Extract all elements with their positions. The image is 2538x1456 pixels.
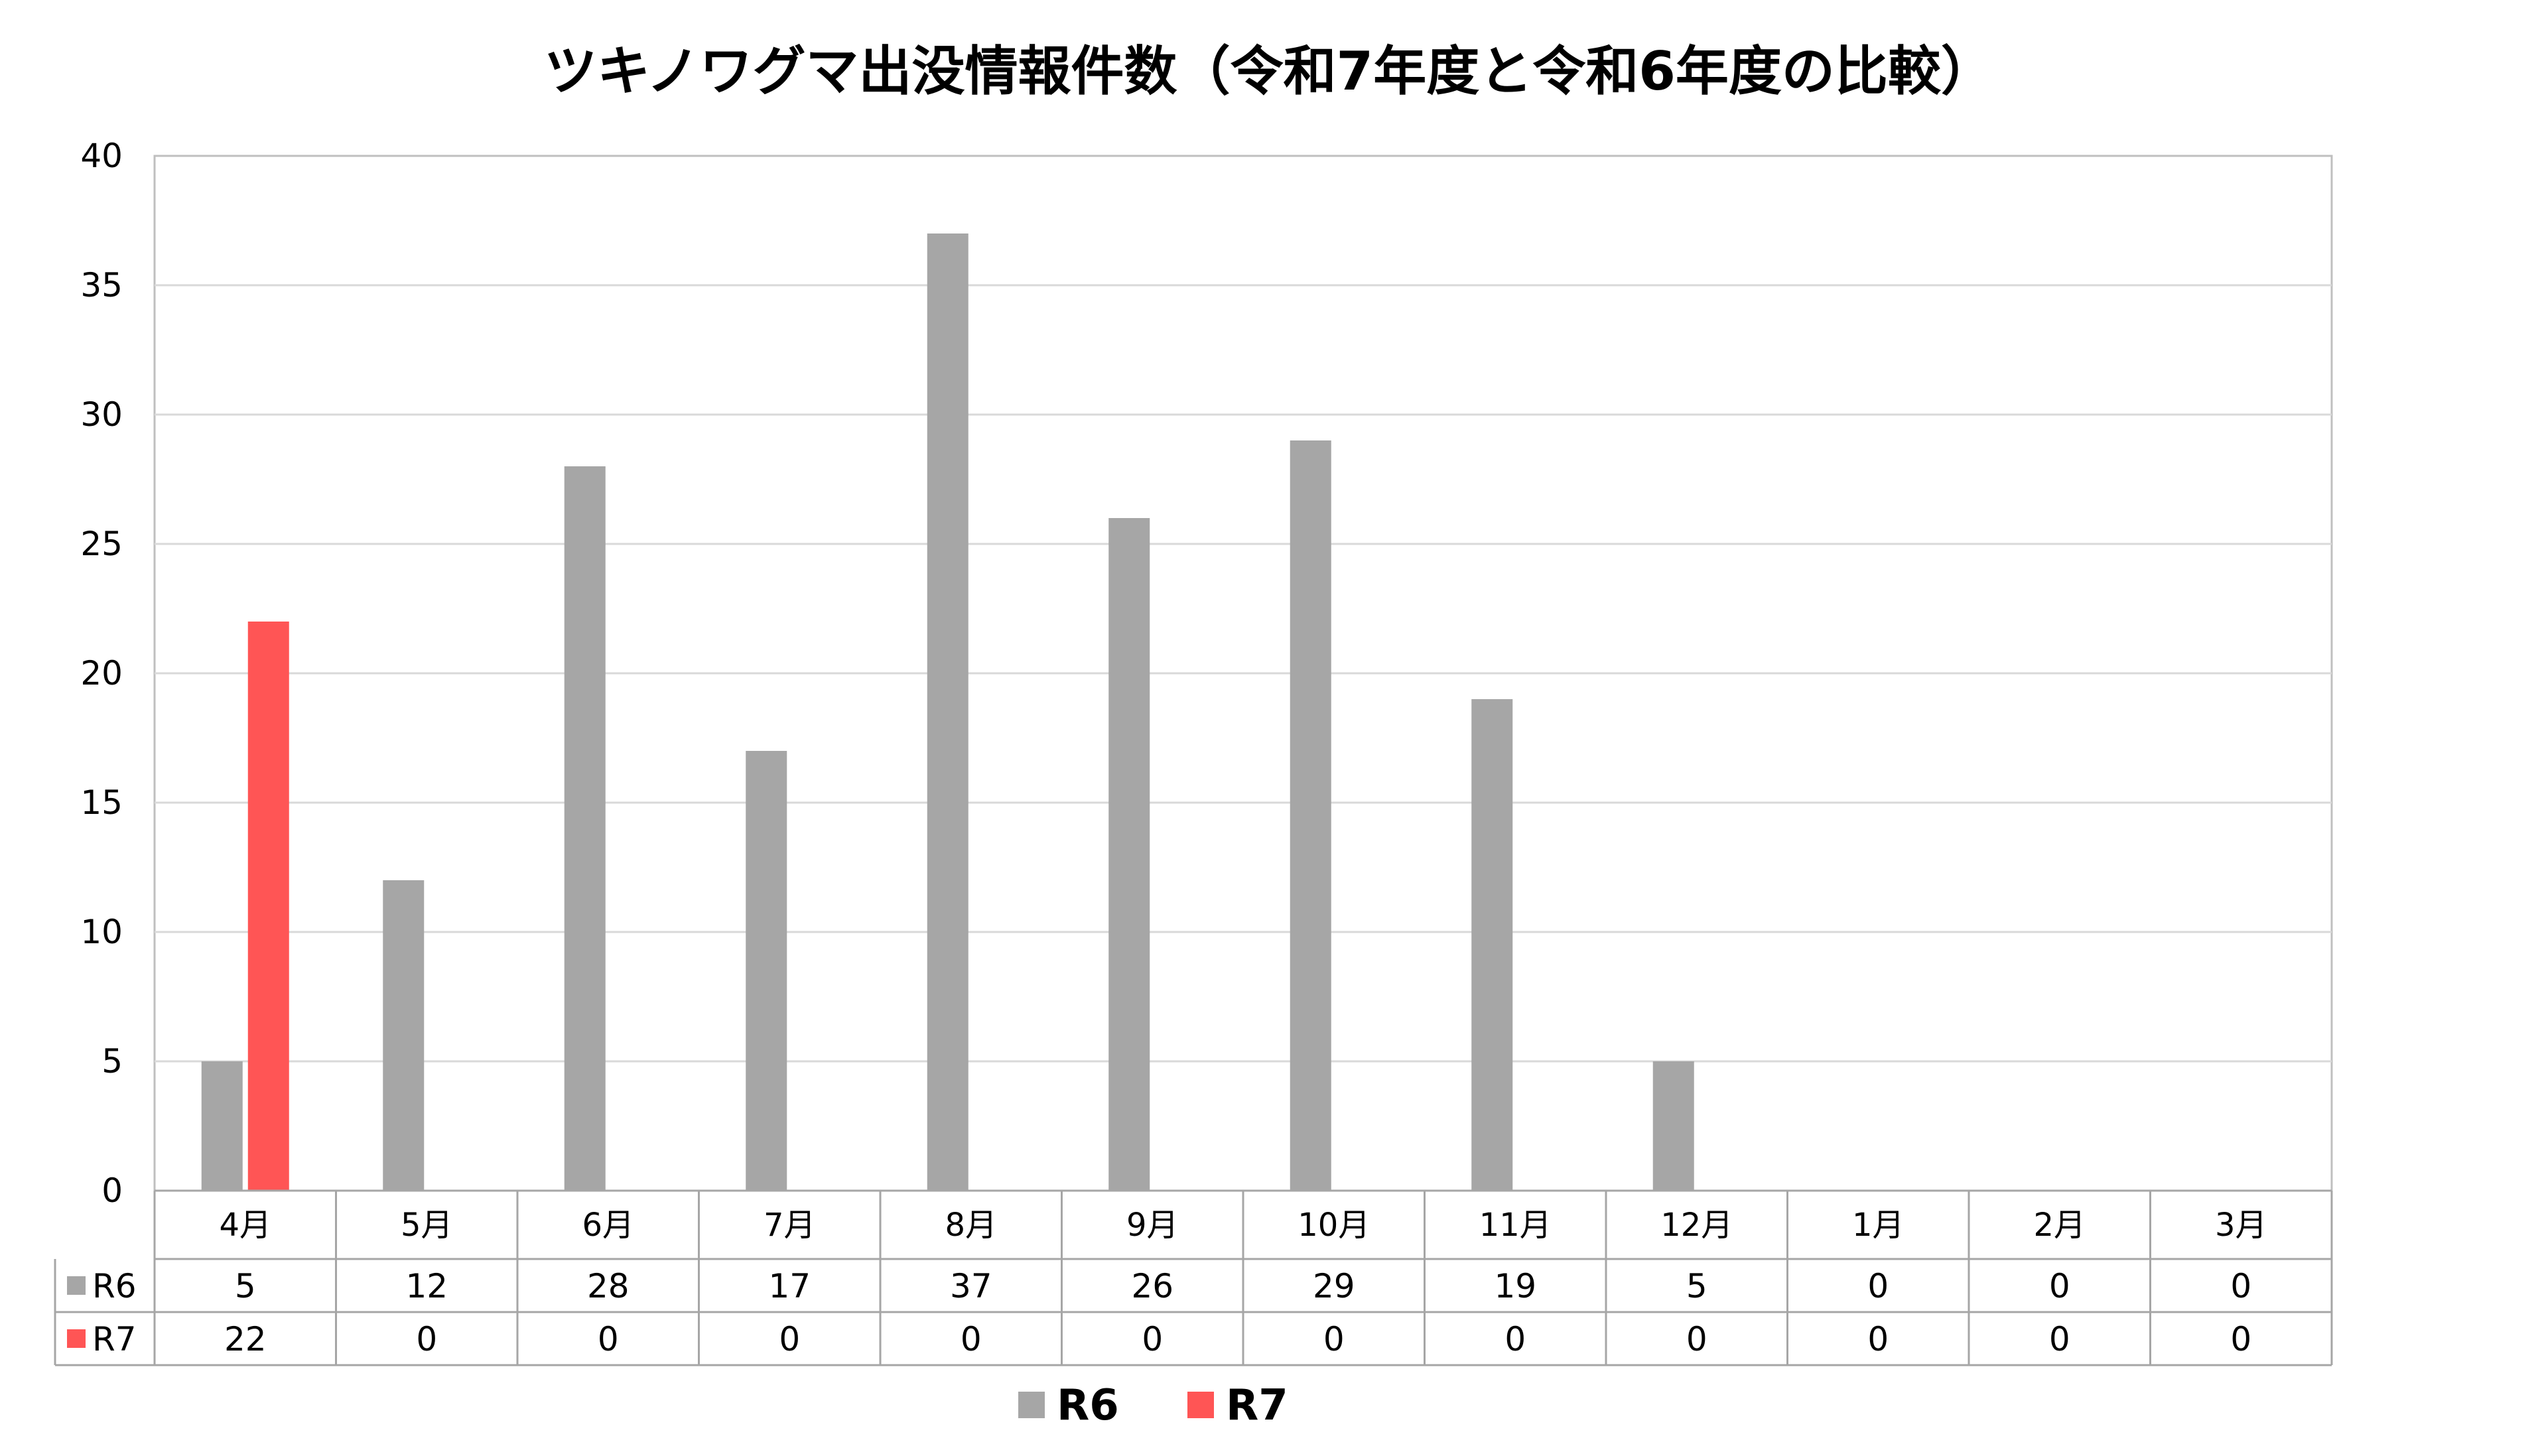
y-tick-label: 5 xyxy=(101,1042,123,1081)
data-label: 0 xyxy=(2049,1320,2070,1358)
data-label: 0 xyxy=(1867,1320,1889,1358)
y-tick-label: 0 xyxy=(101,1171,123,1210)
data-label: 19 xyxy=(1494,1267,1536,1305)
table-series-key-R6 xyxy=(67,1276,86,1295)
data-table: 4月 5月 6月 7月 8月 9月 10月 11月 12月 1月 2月 3月 R6 5 12 28 17 37 26… xyxy=(54,1189,2333,1366)
x-tick-label: 5月 xyxy=(401,1207,453,1244)
bar-R6-8月 xyxy=(927,233,968,1191)
bar-R6-5月 xyxy=(383,880,425,1191)
x-tick-label: 3月 xyxy=(2215,1207,2267,1244)
bar-R6-12月 xyxy=(1652,1061,1694,1191)
data-label: 0 xyxy=(1504,1320,1526,1358)
legend-label: R6 xyxy=(1057,1381,1119,1430)
y-tick-label: 20 xyxy=(80,654,123,693)
data-label: 22 xyxy=(224,1320,267,1358)
x-tick-label: 11月 xyxy=(1479,1207,1552,1244)
x-tick-label: 1月 xyxy=(1852,1207,1904,1244)
data-label: 28 xyxy=(587,1267,630,1305)
bar-R6-10月 xyxy=(1290,440,1331,1191)
bar-R6-11月 xyxy=(1471,699,1513,1191)
data-label: 0 xyxy=(598,1320,619,1358)
x-tick-label: 7月 xyxy=(764,1207,816,1244)
y-tick-label: 30 xyxy=(80,395,123,434)
data-label: 0 xyxy=(1142,1320,1163,1358)
data-label: 0 xyxy=(1686,1320,1707,1358)
data-label: 26 xyxy=(1131,1267,1173,1305)
data-label: 0 xyxy=(416,1320,437,1358)
data-label: 0 xyxy=(2230,1267,2251,1305)
table-series-key-R7 xyxy=(67,1329,86,1348)
table-series-name: R6 xyxy=(92,1267,137,1305)
legend-swatch-R6 xyxy=(1018,1392,1045,1418)
data-label: 29 xyxy=(1313,1267,1355,1305)
bar-R6-7月 xyxy=(746,751,787,1191)
x-tick-label: 9月 xyxy=(1126,1207,1179,1244)
legend-label: R7 xyxy=(1226,1381,1288,1430)
bar-R6-6月 xyxy=(564,466,606,1191)
chart-title: ツキノワグマ出没情報件数（令和7年度と令和6年度の比較） xyxy=(544,40,1994,102)
data-label: 5 xyxy=(1686,1267,1707,1305)
x-tick-label: 2月 xyxy=(2033,1207,2086,1244)
data-label: 17 xyxy=(768,1267,811,1305)
y-tick-label: 15 xyxy=(80,783,123,822)
data-label: 0 xyxy=(2230,1320,2251,1358)
data-label: 0 xyxy=(1867,1267,1889,1305)
table-series-name: R7 xyxy=(92,1320,137,1358)
bars xyxy=(201,233,1694,1191)
data-label: 5 xyxy=(235,1267,256,1305)
bar-R7-4月 xyxy=(247,622,289,1191)
data-label: 0 xyxy=(1323,1320,1345,1358)
data-label: 0 xyxy=(961,1320,982,1358)
legend-swatch-R7 xyxy=(1187,1392,1214,1418)
x-tick-label: 8月 xyxy=(945,1207,997,1244)
x-tick-label: 6月 xyxy=(582,1207,634,1244)
data-label: 0 xyxy=(779,1320,800,1358)
x-tick-label: 10月 xyxy=(1298,1207,1370,1244)
y-tick-label: 25 xyxy=(80,525,123,563)
y-tick-label: 40 xyxy=(80,137,123,175)
x-tick-label: 12月 xyxy=(1660,1207,1733,1244)
y-tick-label: 35 xyxy=(80,266,123,304)
data-label: 12 xyxy=(405,1267,448,1305)
legend: R6 R7 xyxy=(1018,1381,1288,1430)
y-axis: 0 5 10 15 20 25 30 35 40 xyxy=(80,137,123,1210)
x-tick-label: 4月 xyxy=(219,1207,271,1244)
data-label: 37 xyxy=(950,1267,992,1305)
y-tick-label: 10 xyxy=(80,913,123,951)
bar-R6-9月 xyxy=(1108,518,1150,1191)
bar-R6-4月 xyxy=(201,1061,243,1191)
grid xyxy=(153,155,2333,1192)
data-label: 0 xyxy=(2049,1267,2070,1305)
